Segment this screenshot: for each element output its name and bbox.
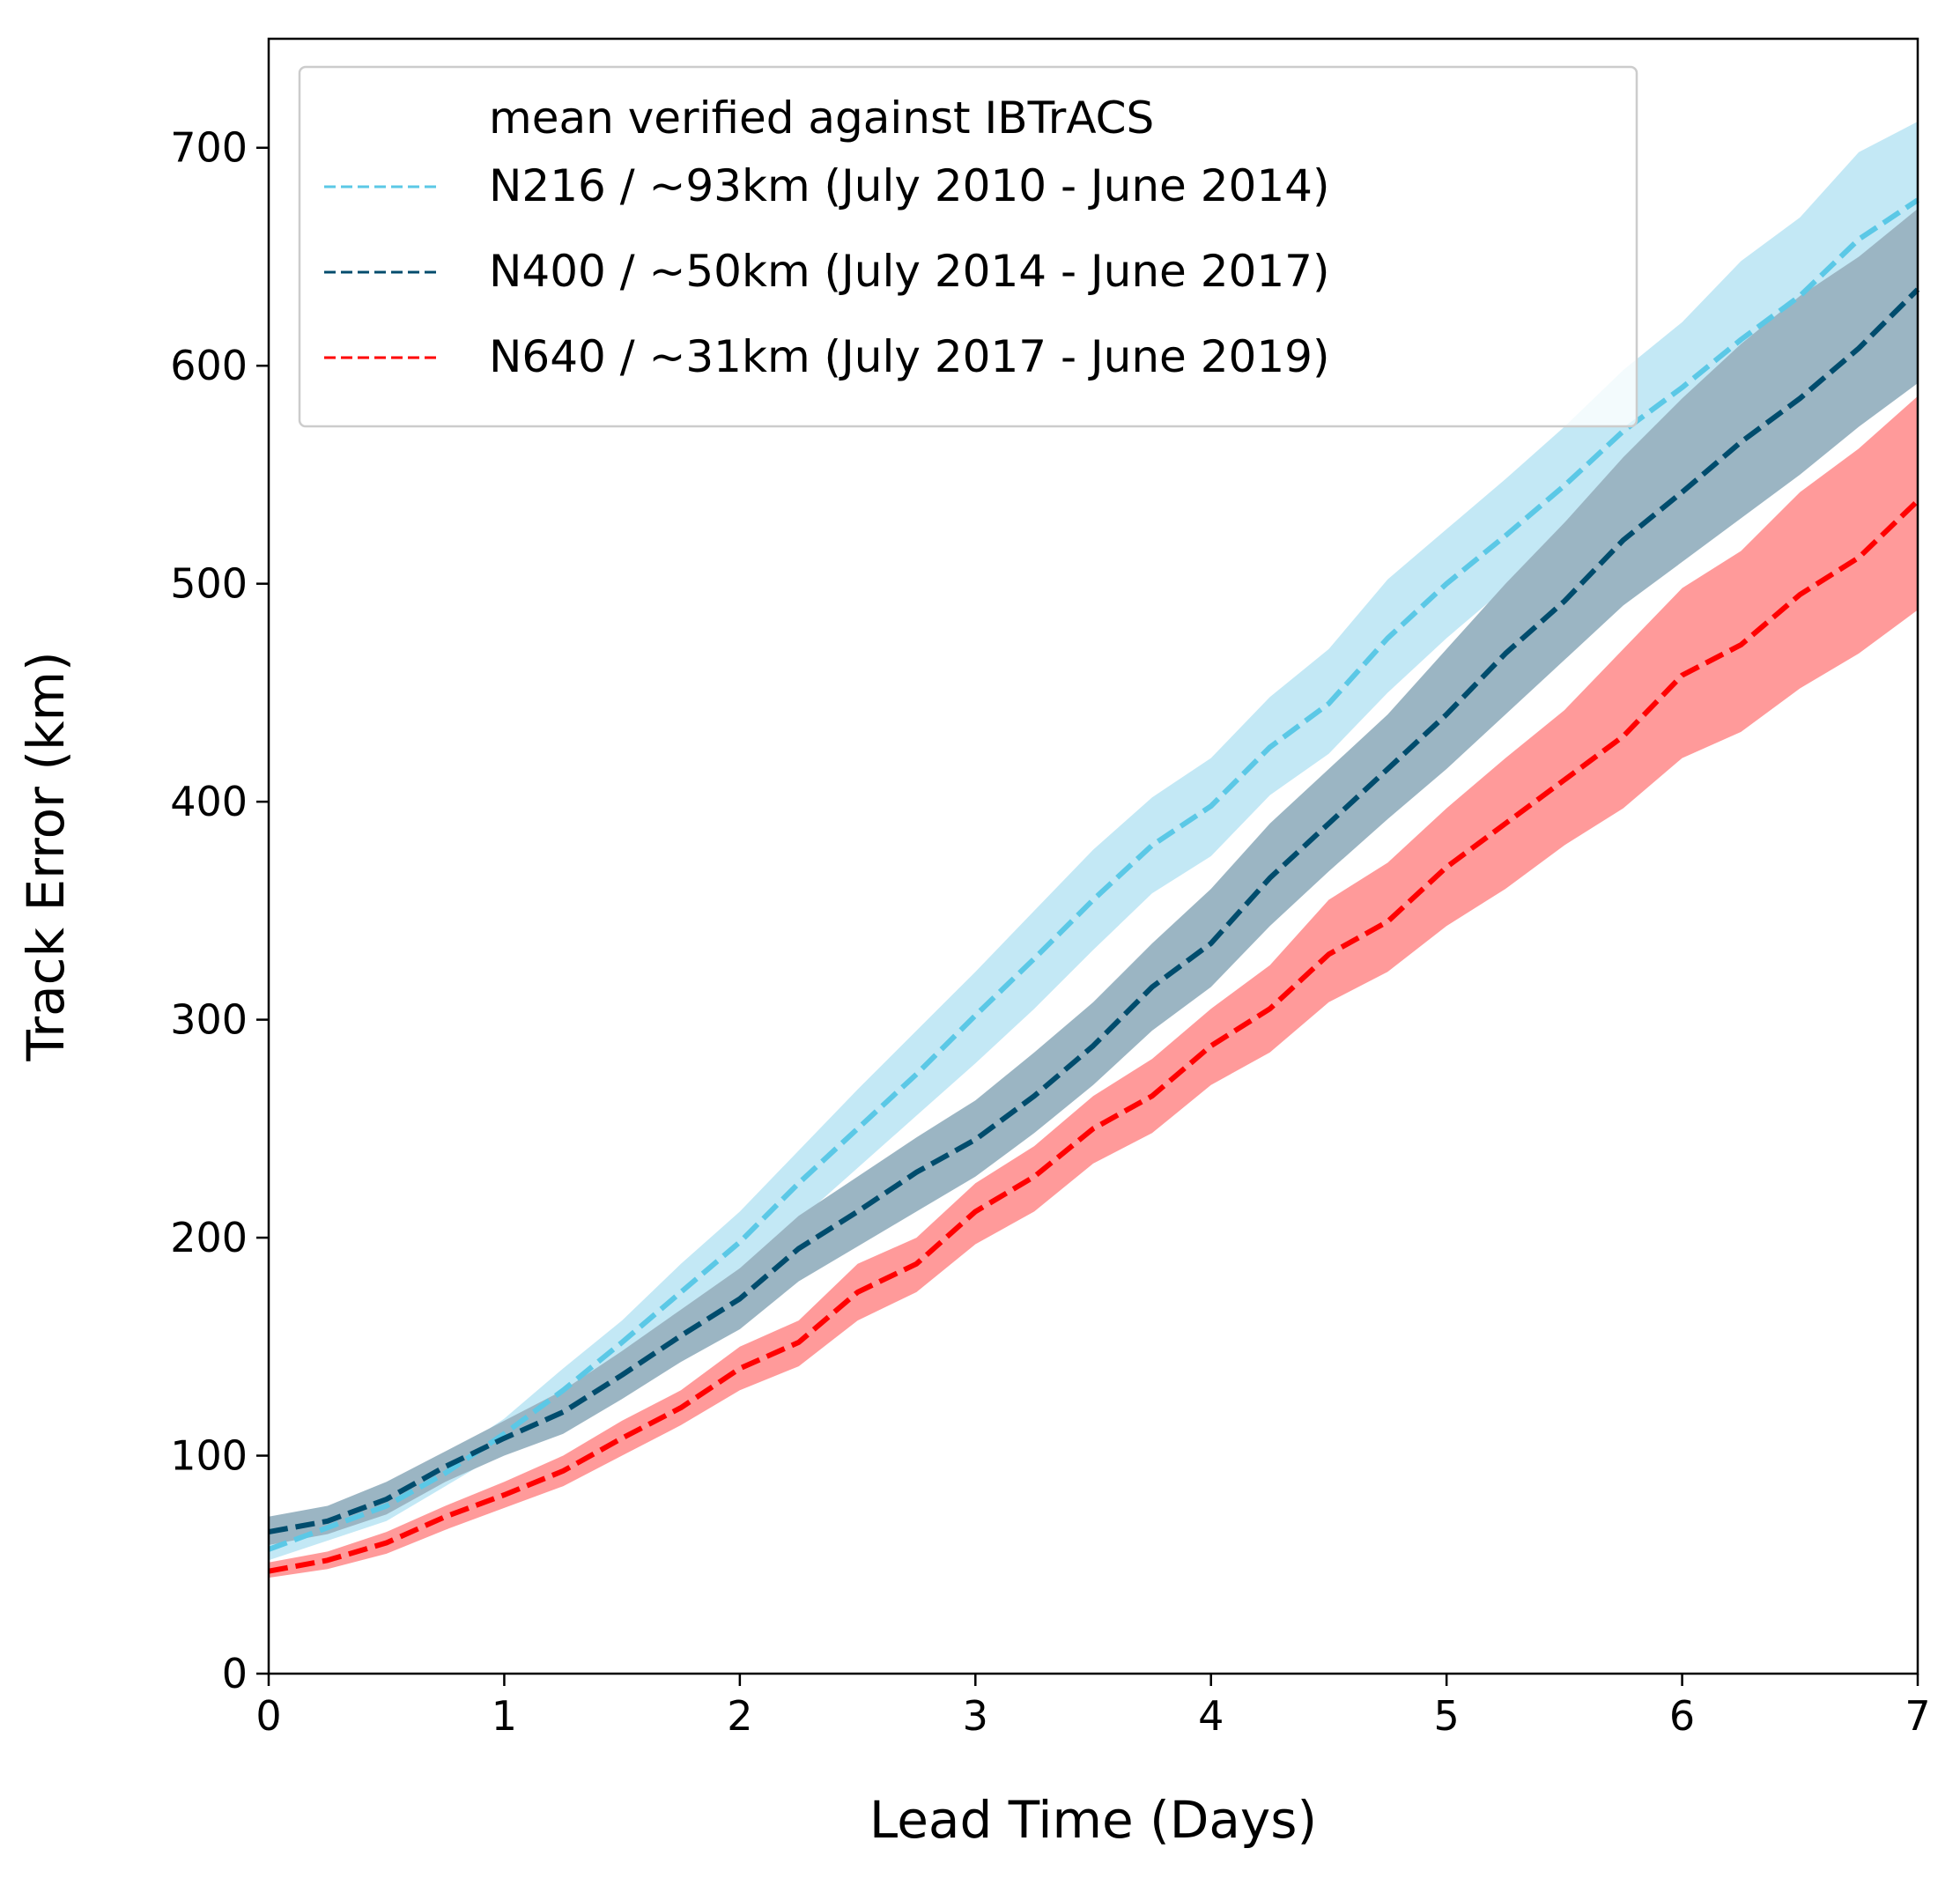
x-tick-label: 3 (963, 1692, 988, 1740)
mean-lines (267, 197, 1920, 1574)
y-tick-label: 0 (222, 1650, 248, 1697)
y-tick-label: 500 (170, 560, 248, 608)
legend-label-1: N400 / ~50km (July 2014 - June 2017) (489, 246, 1329, 297)
uncertainty-bands (269, 122, 1918, 1579)
line-series-0 (267, 197, 1919, 1552)
y-axis-ticks: 0 100 200 300 400 500 600 700 (170, 124, 269, 1697)
y-tick-label: 100 (170, 1432, 248, 1480)
line-series-2 (268, 499, 1920, 1574)
x-tick-label: 0 (255, 1692, 281, 1740)
legend-box (298, 65, 1638, 428)
y-tick-label: 300 (170, 996, 248, 1044)
y-axis-label: Track Error (km) (16, 651, 76, 1061)
x-axis-ticks: 0 1 2 3 4 5 6 7 (255, 1674, 1931, 1740)
x-tick-label: 7 (1905, 1692, 1930, 1740)
legend-entries: N216 / ~93km (July 2010 - June 2014) N400… (324, 160, 1329, 382)
x-tick-label: 1 (492, 1692, 517, 1740)
y-tick-label: 700 (170, 124, 248, 172)
y-tick-label: 600 (170, 342, 248, 389)
x-axis-label: Lead Time (Days) (869, 1790, 1317, 1850)
legend: mean verified against IBTrACS N216 / ~93… (298, 65, 1638, 428)
legend-label-2: N640 / ~31km (July 2017 - June 2019) (489, 331, 1329, 382)
y-tick-label: 400 (170, 778, 248, 825)
legend-label-0: N216 / ~93km (July 2010 - June 2014) (489, 160, 1329, 211)
x-tick-label: 5 (1434, 1692, 1460, 1740)
x-tick-label: 6 (1669, 1692, 1695, 1740)
line-series-1 (268, 287, 1920, 1535)
legend-title: mean verified against IBTrACS (489, 92, 1154, 144)
band-series-2 (269, 396, 1918, 1579)
y-tick-label: 200 (170, 1214, 248, 1261)
x-tick-label: 4 (1198, 1692, 1224, 1740)
band-series-0 (269, 122, 1918, 1561)
plot-frame (267, 37, 1919, 1675)
x-tick-label: 2 (727, 1692, 752, 1740)
band-series-1 (269, 209, 1918, 1545)
